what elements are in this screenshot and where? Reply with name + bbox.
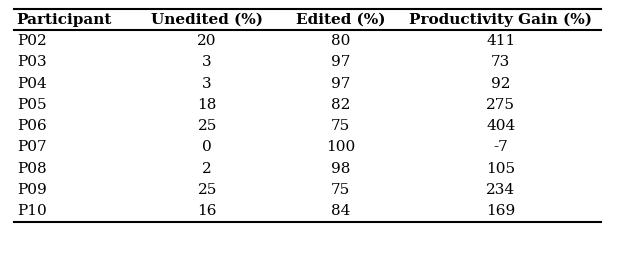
Text: 75: 75 <box>331 119 350 133</box>
Text: 80: 80 <box>331 34 350 48</box>
Text: Participant: Participant <box>17 13 112 27</box>
Text: 18: 18 <box>197 98 217 112</box>
Text: 3: 3 <box>202 55 212 69</box>
Text: P02: P02 <box>17 34 46 48</box>
Text: P08: P08 <box>17 162 46 176</box>
Text: 25: 25 <box>197 183 217 197</box>
Text: P05: P05 <box>17 98 46 112</box>
Text: P09: P09 <box>17 183 46 197</box>
Text: P07: P07 <box>17 140 46 154</box>
Text: 2: 2 <box>202 162 212 176</box>
Text: 97: 97 <box>331 77 350 91</box>
Text: 92: 92 <box>491 77 510 91</box>
Text: 84: 84 <box>331 204 350 218</box>
Text: P06: P06 <box>17 119 46 133</box>
Text: 100: 100 <box>326 140 355 154</box>
Text: P04: P04 <box>17 77 46 91</box>
Text: Unedited (%): Unedited (%) <box>151 13 263 27</box>
Text: Productivity Gain (%): Productivity Gain (%) <box>409 13 592 27</box>
Text: 0: 0 <box>202 140 212 154</box>
Text: 411: 411 <box>486 34 515 48</box>
Text: 3: 3 <box>202 77 212 91</box>
Text: 169: 169 <box>486 204 515 218</box>
Text: 82: 82 <box>331 98 350 112</box>
Text: Edited (%): Edited (%) <box>296 13 386 27</box>
Text: 75: 75 <box>331 183 350 197</box>
Text: P03: P03 <box>17 55 46 69</box>
Text: 16: 16 <box>197 204 217 218</box>
Text: 98: 98 <box>331 162 350 176</box>
Text: 97: 97 <box>331 55 350 69</box>
Text: 25: 25 <box>197 119 217 133</box>
Text: -7: -7 <box>493 140 508 154</box>
Text: 105: 105 <box>486 162 515 176</box>
Text: 275: 275 <box>486 98 515 112</box>
Text: 73: 73 <box>491 55 510 69</box>
Text: P10: P10 <box>17 204 46 218</box>
Text: 20: 20 <box>197 34 217 48</box>
Text: 404: 404 <box>486 119 515 133</box>
Text: 234: 234 <box>486 183 515 197</box>
